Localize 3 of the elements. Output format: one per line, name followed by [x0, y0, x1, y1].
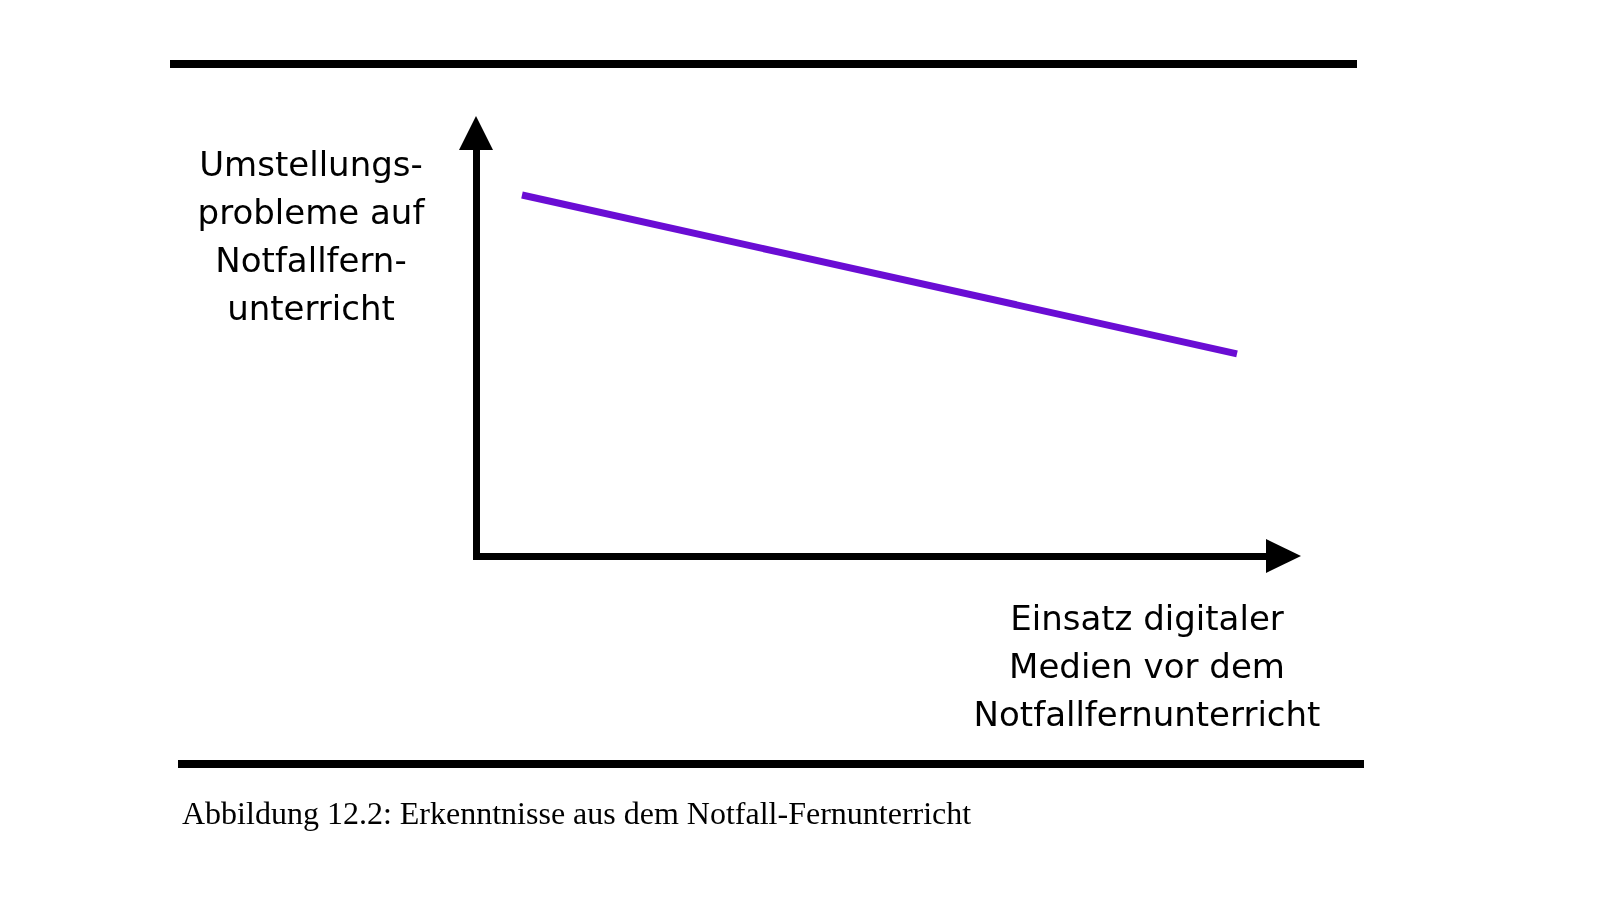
x-axis-title: Einsatz digitaler Medien vor dem Notfallfernunterricht: [973, 598, 1321, 734]
y-axis-title: Umstellungs- probleme auf Notfallfern- unterricht: [197, 144, 426, 328]
text: Abbildung 12.2: Erkenntnisse aus dem Notfall-Fernunterricht: [182, 795, 972, 831]
